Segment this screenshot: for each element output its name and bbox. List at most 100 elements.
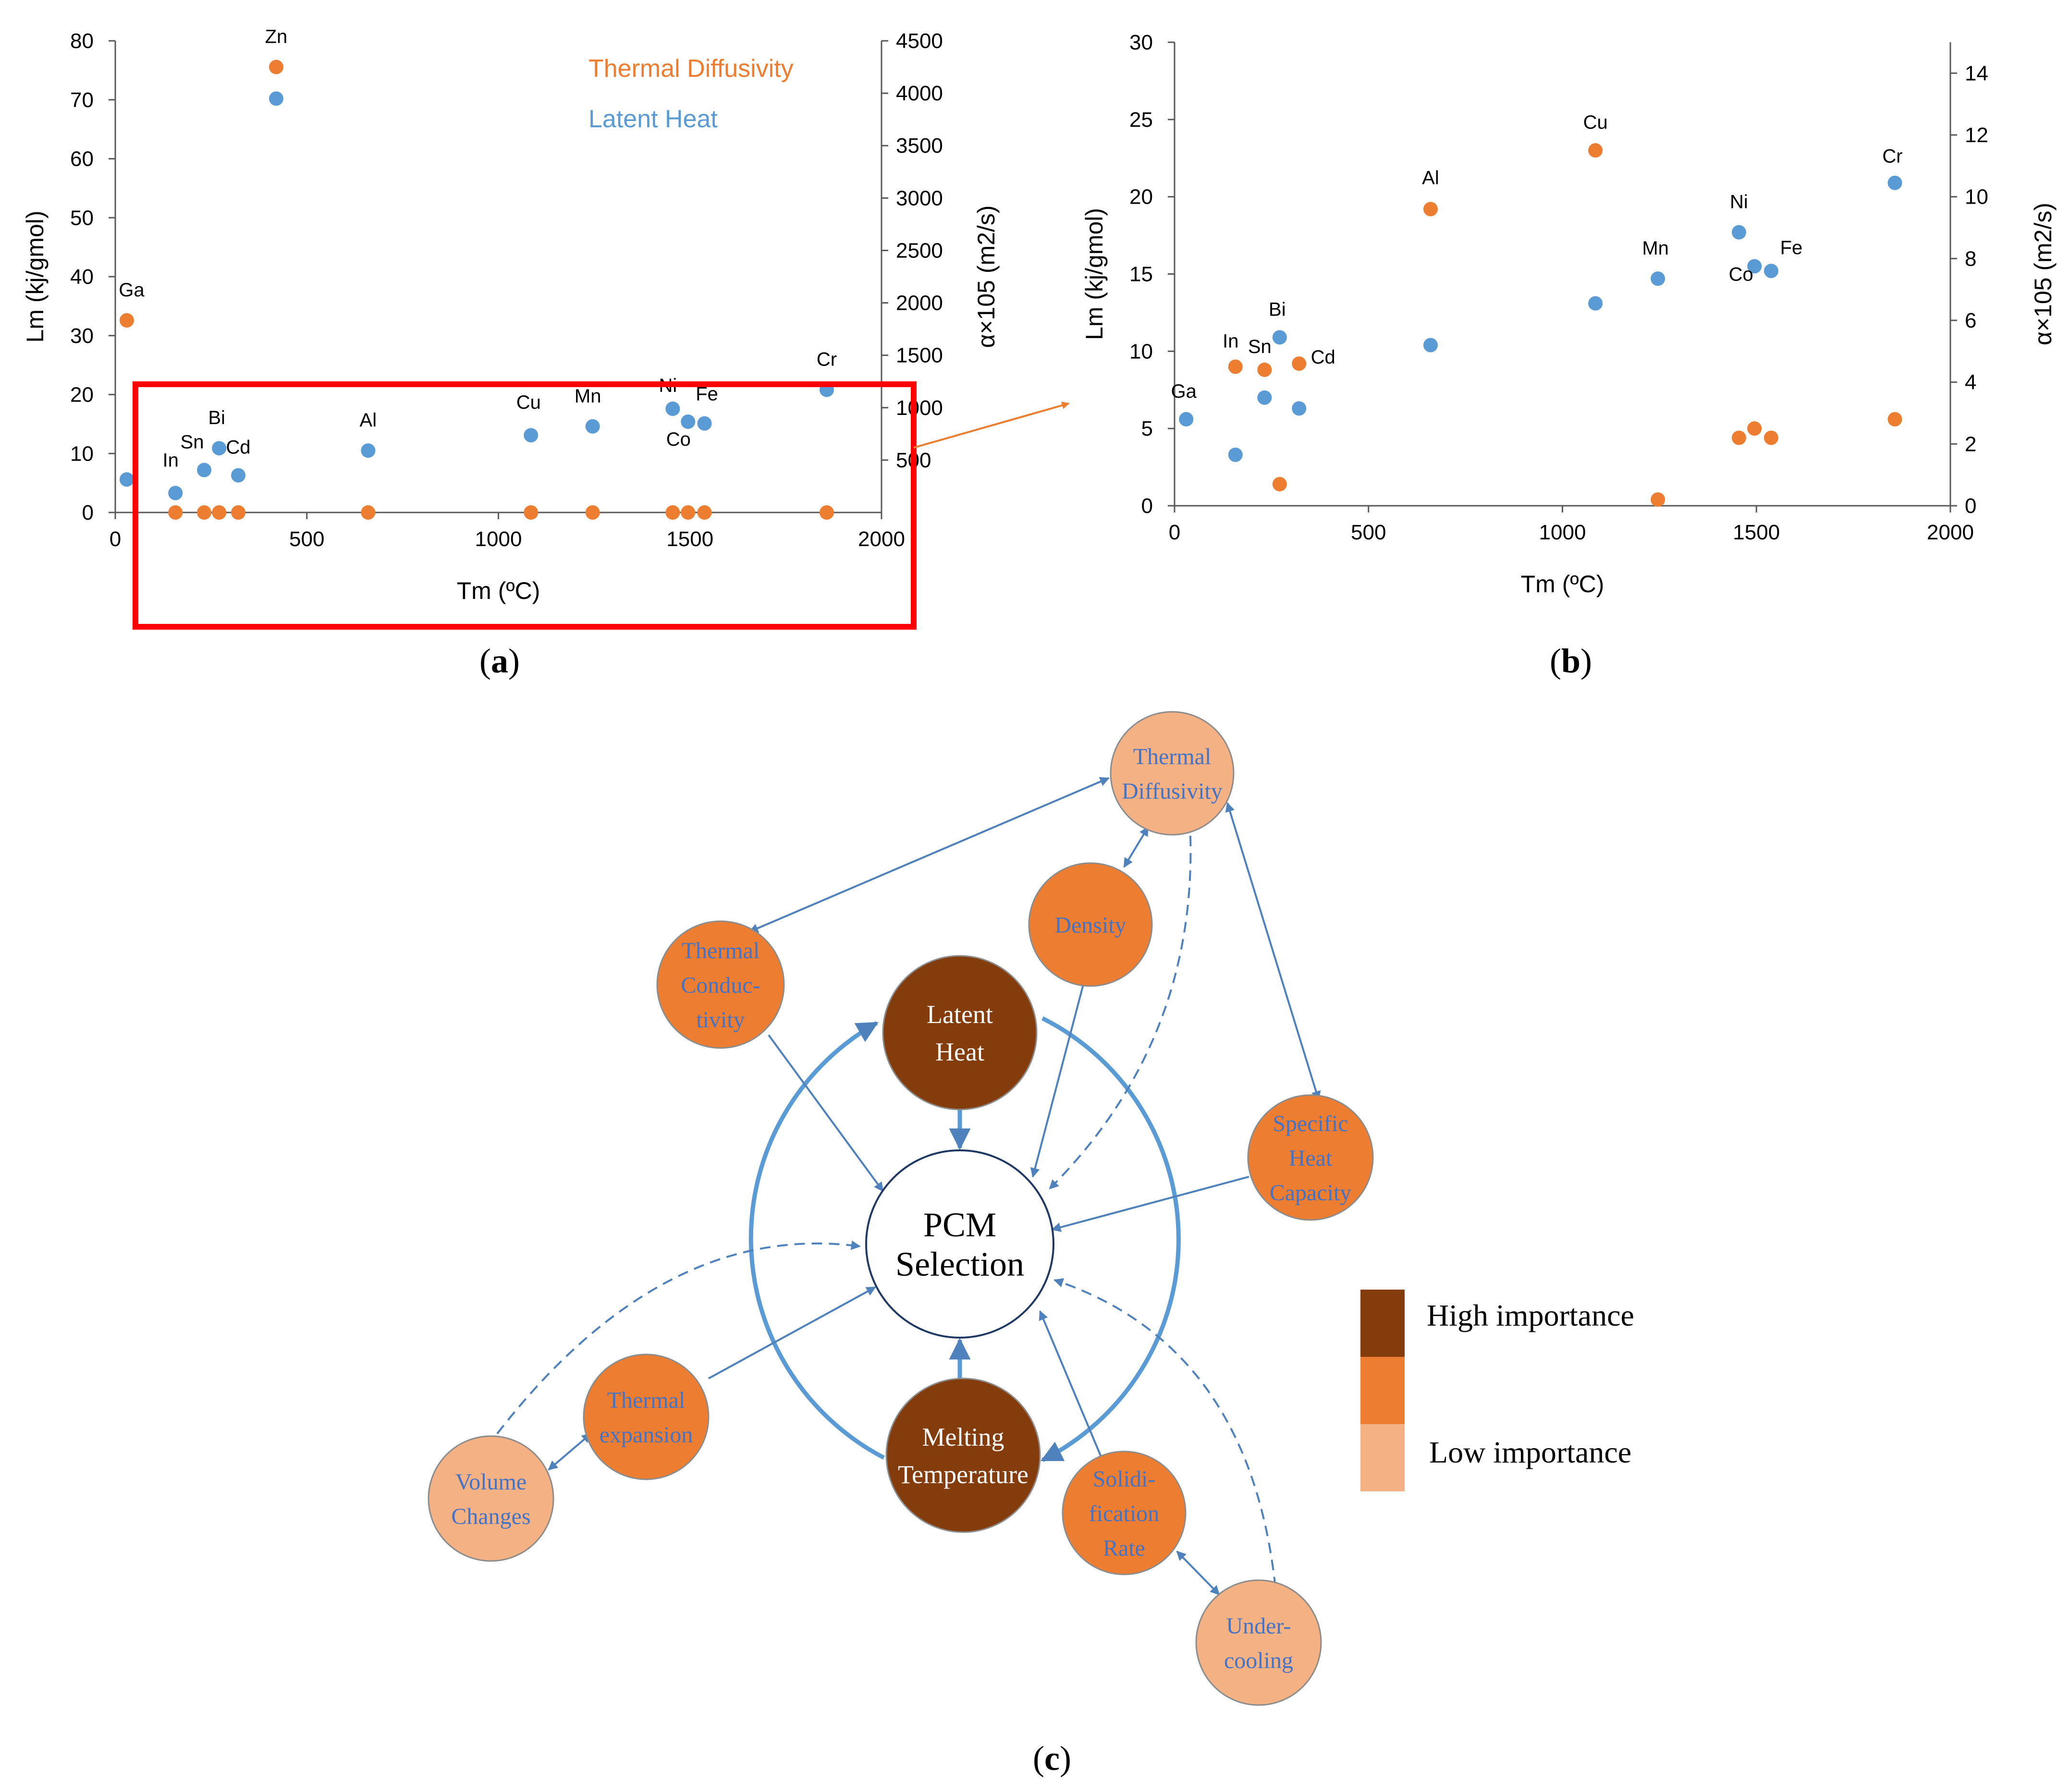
- latent-heat-point: [168, 486, 183, 500]
- y-left-tick-label: 40: [70, 265, 94, 289]
- diffusivity-point: [665, 505, 680, 520]
- node-solidification-rate-circle: [1062, 1451, 1187, 1575]
- latent-heat-point: [585, 419, 600, 434]
- link-diffusivity-specific-heat: [1225, 802, 1321, 1101]
- node-thermal-diffusivity-label: Diffusivity: [1122, 779, 1223, 804]
- node-center-label: PCM: [923, 1206, 996, 1244]
- point-label: Cd: [226, 437, 250, 458]
- latent-heat-point: [361, 443, 376, 458]
- diffusivity-point: [361, 505, 376, 520]
- y-left-tick-label: 15: [1129, 263, 1153, 286]
- diffusivity-point: [1257, 362, 1272, 377]
- diffusivity-point: [1272, 476, 1287, 491]
- node-specific-heat-capacity-circle: [1247, 1094, 1374, 1221]
- node-solidification-rate-label: Solidi-: [1093, 1466, 1156, 1492]
- legend-low-label: Low importance: [1429, 1435, 1631, 1469]
- node-density-circle: [1028, 862, 1153, 987]
- y-left-tick-label: 60: [70, 147, 94, 171]
- y-right-tick-label: 4: [1965, 371, 1976, 394]
- y-left-tick-label: 50: [70, 206, 94, 230]
- node-thermal-conductivity-label: Thermal: [682, 938, 760, 963]
- latent-heat-point: [1651, 271, 1665, 286]
- arrow-expansion-to-center: [708, 1286, 876, 1379]
- latent-heat-point: [1179, 412, 1194, 427]
- node-volume-changes-label: Changes: [451, 1504, 530, 1529]
- y-left-tick-label: 30: [1129, 31, 1153, 54]
- cycle-arc-left: [748, 1021, 885, 1460]
- y-right-tick-label: 6: [1965, 309, 1976, 332]
- panel-label-c: (c): [1033, 1739, 1071, 1778]
- node-melting-temperature: Melting Temperature: [885, 1378, 1041, 1533]
- y-left-tick-label: 10: [1129, 340, 1153, 363]
- dashed-undercooling-to-center: [1053, 1278, 1276, 1588]
- diffusivity-point: [1228, 359, 1243, 374]
- x-tick-label: 2000: [1927, 521, 1974, 544]
- chart-b: 0 500 1000 1500 2000 0 5 10 15 20 25 30 0 2 4 6 8 10 12 14 T…: [1081, 31, 2057, 597]
- latent-heat-point: [681, 414, 696, 429]
- x-tick-label: 1500: [1733, 521, 1780, 544]
- y-right-tick-label: 10: [1965, 185, 1988, 209]
- point-label: Mn: [1642, 238, 1669, 259]
- x-tick-label: 2000: [858, 527, 905, 551]
- arrow-solidification-to-center: [1039, 1310, 1103, 1461]
- cycle-arc-right: [1040, 1016, 1181, 1463]
- point-label: In: [1223, 331, 1238, 352]
- node-latent-heat-label: Heat: [935, 1037, 984, 1066]
- node-undercooling-label: cooling: [1224, 1648, 1293, 1673]
- y-left-axis-title: Lm (kj/gmol): [22, 210, 49, 342]
- node-melting-temperature-label: Melting: [922, 1423, 1004, 1451]
- node-thermal-expansion-label: expansion: [600, 1422, 693, 1448]
- y-left-tick-label: 70: [70, 88, 94, 112]
- node-undercooling: Under-cooling: [1195, 1579, 1322, 1706]
- zoom-highlight-box: [133, 381, 917, 630]
- point-label: Ni: [1730, 192, 1748, 213]
- point-label: Zn: [265, 26, 288, 48]
- diffusivity-point: [1292, 356, 1307, 371]
- y-right-tick-label: 2000: [896, 292, 943, 315]
- node-thermal-diffusivity: Thermal Diffusivity: [1110, 711, 1235, 836]
- latent-heat-point: [119, 472, 134, 487]
- diffusivity-point: [681, 505, 696, 520]
- importance-legend: High importance Low importance: [1360, 1290, 1634, 1491]
- node-thermal-conductivity-label: tivity: [696, 1007, 745, 1033]
- node-thermal-expansion-label: Thermal: [607, 1388, 686, 1413]
- node-specific-heat-capacity-label: Specific: [1273, 1111, 1348, 1136]
- diffusivity-point: [1651, 492, 1665, 507]
- node-thermal-conductivity: Thermal Conduc-tivity: [656, 920, 785, 1049]
- diffusivity-point: [524, 505, 539, 520]
- point-label: Bi: [1269, 299, 1286, 320]
- latent-heat-point: [231, 468, 245, 483]
- chart-a: 0 500 1000 1500 2000010203040506070805001000…: [22, 26, 1000, 604]
- latent-heat-point: [665, 401, 680, 416]
- x-axis-title: Tm (ºC): [457, 577, 540, 604]
- y-right-tick-label: 3500: [896, 134, 943, 158]
- arrow-conductivity-to-center: [768, 1034, 884, 1192]
- y-right-tick-label: 0: [1965, 494, 1976, 518]
- legend-swatch-medium: [1360, 1357, 1405, 1424]
- node-undercooling-label: Under-: [1226, 1613, 1291, 1639]
- x-tick-label: 0: [1169, 521, 1180, 544]
- point-label: Sn: [181, 432, 204, 453]
- node-thermal-expansion-circle: [583, 1353, 710, 1480]
- link-diffusivity-density: [1123, 826, 1149, 868]
- point-label: Cr: [817, 349, 837, 370]
- legend-swatch-low: [1360, 1424, 1405, 1491]
- legend-entry: Latent Heat: [588, 105, 718, 133]
- node-thermal-conductivity-label: Conduc-: [681, 973, 760, 998]
- diffusivity-point: [1588, 143, 1603, 158]
- diffusivity-point: [197, 505, 212, 520]
- y-right-axis-title: α×105 (m2/s): [973, 205, 1000, 348]
- node-specific-heat-capacity-label: Heat: [1289, 1146, 1333, 1171]
- point-label: Co: [666, 429, 691, 450]
- latent-heat-point: [1763, 264, 1778, 279]
- y-left-tick-label: 20: [70, 383, 94, 407]
- y-right-tick-label: 1000: [896, 396, 943, 420]
- y-left-tick-label: 30: [70, 324, 94, 348]
- node-specific-heat-capacity-label: Capacity: [1270, 1180, 1352, 1206]
- latent-heat-point: [1292, 401, 1307, 416]
- dashed-volume-to-center: [496, 1240, 861, 1435]
- diffusivity-point: [1731, 430, 1746, 445]
- point-label: Fe: [1780, 237, 1803, 258]
- node-thermal-expansion: Thermal expansion: [583, 1353, 710, 1480]
- x-tick-label: 1000: [1539, 521, 1586, 544]
